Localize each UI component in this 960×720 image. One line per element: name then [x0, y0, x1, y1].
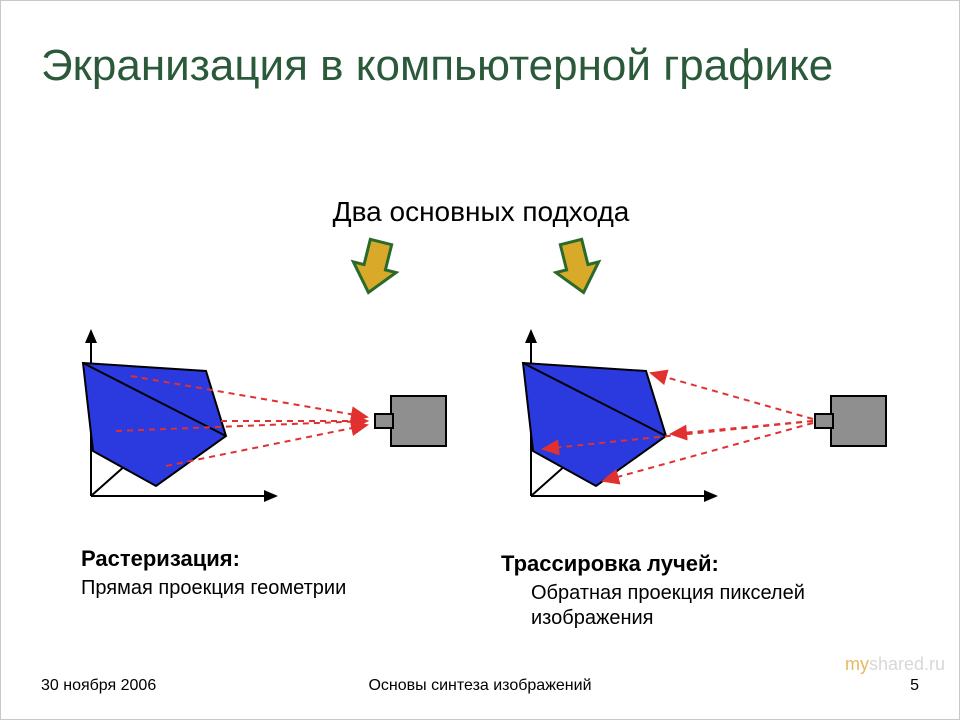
slide-title: Экранизация в компьютерной графике: [41, 41, 841, 92]
camera-lens: [815, 414, 833, 428]
slide: Экранизация в компьютерной графике Два о…: [0, 0, 960, 720]
down-arrow-right-icon: [550, 237, 605, 298]
camera-lens: [375, 414, 393, 428]
watermark: myshared.ru: [845, 654, 945, 675]
left-caption-body: Прямая проекция геометрии: [81, 576, 481, 601]
watermark-prefix: my: [845, 654, 869, 674]
footer-page: 5: [910, 677, 919, 695]
slide-footer: 30 ноября 2006 Основы синтеза изображени…: [41, 677, 919, 701]
camera-body: [831, 396, 886, 446]
left-caption-heading: Растеризация:: [81, 546, 481, 572]
camera-body: [391, 396, 446, 446]
right-caption-heading: Трассировка лучей:: [501, 551, 901, 577]
footer-course: Основы синтеза изображений: [41, 677, 919, 695]
raytracing-diagram: [501, 321, 921, 511]
watermark-suffix: shared.ru: [869, 654, 945, 674]
right-caption: Трассировка лучей: Обратная проекция пик…: [501, 551, 901, 631]
diagrams-row: [1, 321, 960, 521]
down-arrow-left-icon: [347, 237, 402, 298]
left-caption: Растеризация: Прямая проекция геометрии: [81, 546, 481, 601]
rasterization-diagram: [61, 321, 481, 511]
right-caption-body: Обратная проекция пикселей изображения: [501, 581, 901, 631]
slide-subtitle: Два основных подхода: [1, 196, 960, 228]
down-arrows: [1, 236, 960, 306]
